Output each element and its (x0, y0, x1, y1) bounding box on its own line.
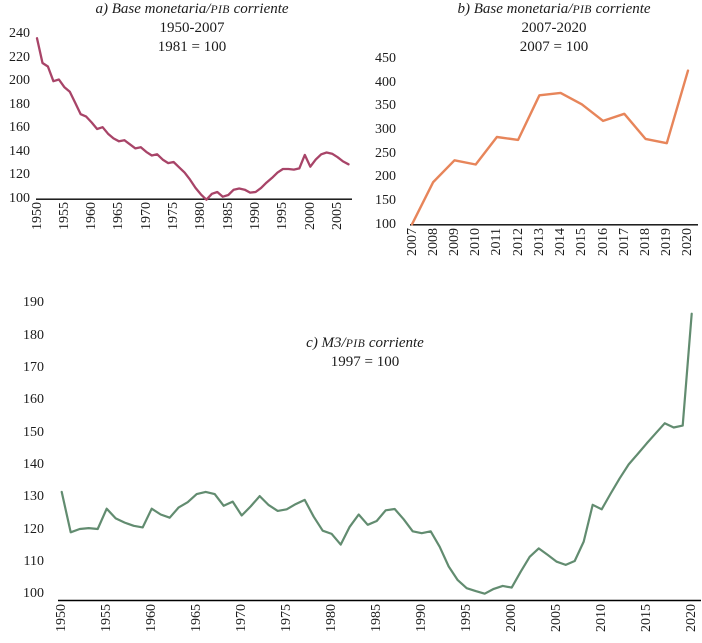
chart-c-title-smallcaps: PIB (345, 337, 366, 350)
chart-a-series-line (35, 37, 350, 201)
chart-a-title-post: corriente (229, 1, 289, 17)
chart-c-x-tick-label: 2010 (594, 603, 610, 632)
chart-b-x-tick-label: 2011 (489, 227, 505, 256)
chart-a-y-tick-label: 220 (9, 49, 30, 65)
chart-a-title-block: a) Base monetaria/PIB corriente 1950-200… (36, 0, 348, 57)
chart-c-x-tick-label: 1995 (459, 603, 475, 632)
chart-b-series-line (410, 69, 690, 226)
chart-a-x-tick-label: 1990 (248, 202, 264, 231)
chart-a-subtitle-base: 1981 = 100 (157, 39, 227, 55)
chart-a-x-tick-label: 2000 (302, 202, 318, 231)
chart-a-x-tick-label: 1995 (275, 202, 291, 231)
chart-a-y-tick-label: 160 (9, 120, 30, 136)
chart-c-y-tick-label: 190 (23, 295, 44, 311)
chart-a-y-tick-label: 120 (9, 167, 30, 183)
chart-c-x-tick-label: 1975 (279, 603, 295, 632)
chart-c-x-tick-label: 1960 (144, 603, 160, 632)
chart-b-y-tick-label: 250 (375, 145, 396, 161)
chart-a-y-tick-label: 200 (9, 73, 30, 89)
chart-a-title: a) Base monetaria/PIB corriente (36, 0, 348, 19)
chart-b-y-tick-label: 350 (375, 98, 396, 114)
chart-b-x-tick-label: 2020 (680, 227, 696, 256)
chart-b-x-tick-label: 2014 (553, 227, 569, 256)
chart-b-x-tick-label: 2017 (616, 227, 632, 256)
chart-c-x-tick-label: 2000 (504, 603, 520, 632)
chart-a-x-tick-label: 2005 (330, 202, 346, 231)
chart-b-x-tick-label: 2008 (425, 227, 441, 256)
chart-c-x-tick-label: 1990 (414, 603, 430, 632)
chart-a-y-tick-label: 240 (9, 25, 30, 41)
chart-a-x-tick-label: 1950 (29, 202, 45, 231)
chart-c-series-line (60, 312, 693, 595)
chart-c-x-tick-label: 1970 (234, 603, 250, 632)
chart-c-y-tick-label: 160 (23, 392, 44, 408)
chart-b-title-block: b) Base monetaria/PIB corriente 2007-202… (410, 0, 698, 57)
chart-b-x-tick-label: 2015 (574, 227, 590, 256)
chart-a-y-tick-label: 180 (9, 96, 30, 112)
chart-a-x-tick-label: 1965 (111, 202, 127, 231)
chart-c-x-tick-label: 1980 (324, 603, 340, 632)
chart-a-y-tick-label: 100 (9, 191, 30, 206)
chart-c-title-post: corriente (365, 335, 424, 351)
chart-a-title-pre: a) Base monetaria/ (95, 1, 211, 17)
chart-c-title: c) M3/PIB corriente (215, 334, 515, 353)
chart-a-x-tick-label: 1955 (56, 202, 72, 231)
chart-a-subtitle-range: 1950-2007 (159, 20, 225, 36)
chart-c-y-tick-label: 180 (23, 327, 44, 343)
chart-b-x-tick-label: 2018 (638, 227, 654, 256)
chart-c-x-tick-label: 2020 (684, 603, 700, 632)
chart-a-x-tick-label: 1985 (220, 202, 236, 231)
chart-c-x-tick-label: 1965 (189, 603, 205, 632)
chart-c-x-tick-label: 1955 (99, 603, 115, 632)
chart-b-y-tick-label: 300 (375, 121, 396, 137)
chart-c-x-tick-label: 1950 (54, 603, 70, 632)
chart-b-y-tick-label: 400 (375, 74, 396, 90)
chart-c-x-tick-label: 2005 (549, 603, 565, 632)
chart-c-y-tick-label: 150 (23, 424, 44, 440)
chart-a-x-tick-label: 1975 (166, 202, 182, 231)
chart-b-y-tick-label: 200 (375, 169, 396, 185)
chart-a-x-tick-label: 1970 (138, 202, 154, 231)
chart-b-x-tick-label: 2009 (446, 227, 462, 256)
chart-c-y-tick-label: 100 (23, 586, 44, 602)
chart-b-x-tick-label: 2019 (659, 227, 675, 256)
chart-c-title-pre: c) M3/ (306, 335, 346, 351)
chart-a-y-tick-label: 140 (9, 143, 30, 159)
chart-b-x-tick-label: 2012 (510, 227, 526, 256)
chart-b-subtitle-base: 2007 = 100 (519, 39, 589, 55)
chart-b-title-smallcaps: PIB (572, 3, 592, 16)
chart-b-subtitle-range: 2007-2020 (521, 20, 587, 36)
chart-c-x-tick-label: 1985 (369, 603, 385, 632)
chart-c-x-tick-label: 2015 (639, 603, 655, 632)
chart-a-x-tick-label: 1980 (193, 202, 209, 231)
chart-c-subtitle-base: 1997 = 100 (330, 354, 400, 370)
chart-b-x-tick-label: 2007 (404, 227, 420, 256)
chart-a-title-smallcaps: PIB (210, 3, 230, 16)
chart-b-y-tick-label: 450 (375, 50, 396, 66)
chart-b-x-tick-label: 2013 (531, 227, 547, 256)
chart-c-y-tick-label: 120 (23, 521, 44, 537)
chart-c-y-tick-label: 140 (23, 456, 44, 472)
chart-b-title: b) Base monetaria/PIB corriente (410, 0, 698, 19)
chart-b-y-tick-label: 100 (375, 216, 396, 232)
chart-b-x-tick-label: 2010 (468, 227, 484, 256)
chart-c-y-tick-label: 170 (23, 359, 44, 375)
chart-c-y-tick-label: 130 (23, 489, 44, 505)
chart-b-y-tick-label: 150 (375, 193, 396, 209)
chart-c-title-block: c) M3/PIB corriente 1997 = 100 (215, 334, 515, 372)
chart-c-y-tick-label: 110 (23, 553, 44, 569)
chart-a-x-tick-label: 1960 (84, 202, 100, 231)
chart-b-title-pre: b) Base monetaria/ (457, 1, 573, 17)
chart-b-title-post: corriente (591, 1, 651, 17)
chart-b-x-tick-label: 2016 (595, 227, 611, 256)
